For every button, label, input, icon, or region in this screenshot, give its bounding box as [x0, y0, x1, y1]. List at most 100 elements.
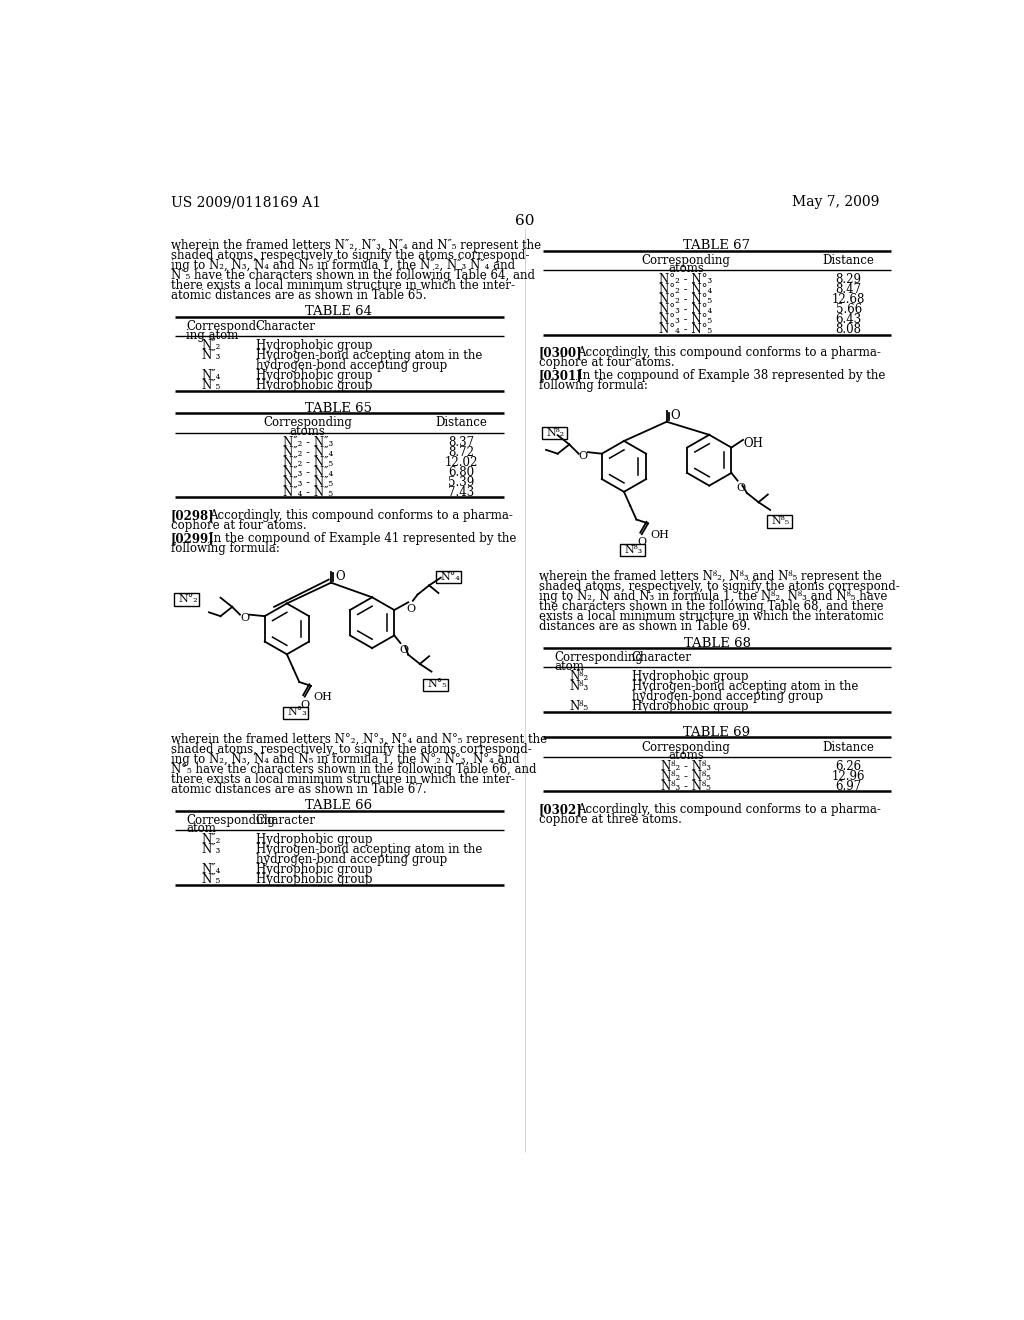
Text: TABLE 69: TABLE 69 [683, 726, 751, 739]
Text: Hydrophobic group: Hydrophobic group [256, 873, 373, 886]
Text: Hydrophobic group: Hydrophobic group [256, 379, 373, 392]
Text: TABLE 65: TABLE 65 [305, 401, 373, 414]
Text: following formula:: following formula: [171, 543, 280, 554]
Text: there exists a local minimum structure in which the inter-: there exists a local minimum structure i… [171, 280, 515, 292]
FancyBboxPatch shape [174, 594, 199, 606]
Text: Nᴽ₅: Nᴽ₅ [772, 516, 790, 527]
Text: N″₃: N″₃ [202, 843, 221, 855]
Text: 8.47: 8.47 [836, 284, 862, 296]
Text: O: O [637, 537, 646, 548]
Text: Nᴽ₂ - Nᴽ₅: Nᴽ₂ - Nᴽ₅ [662, 770, 711, 783]
Text: Corresponding: Corresponding [263, 416, 352, 429]
Text: 8.37: 8.37 [449, 436, 474, 449]
Text: hydrogen-bond accepting group: hydrogen-bond accepting group [256, 853, 447, 866]
Text: atoms: atoms [668, 263, 703, 276]
Text: TABLE 66: TABLE 66 [305, 799, 373, 812]
Text: cophore at three atoms.: cophore at three atoms. [539, 813, 682, 826]
Text: Nᴽ₃: Nᴽ₃ [569, 681, 589, 693]
Text: Hydrogen-bond accepting atom in the: Hydrogen-bond accepting atom in the [632, 681, 858, 693]
Text: 6.43: 6.43 [836, 313, 862, 326]
FancyBboxPatch shape [767, 515, 792, 528]
Text: In the compound of Example 38 represented by the: In the compound of Example 38 represente… [578, 370, 885, 383]
Text: Nᴽ₅: Nᴽ₅ [569, 701, 589, 714]
Text: ing to N₂, N₃, N₄ and N₅ in formula 1, the N°₂ N°₃, N°₄ and: ing to N₂, N₃, N₄ and N₅ in formula 1, t… [171, 752, 519, 766]
Text: [0298]: [0298] [171, 508, 214, 521]
Text: N°₃: N°₃ [288, 708, 307, 717]
FancyBboxPatch shape [423, 678, 447, 690]
Text: O: O [399, 644, 408, 655]
Text: Character: Character [256, 321, 315, 333]
Text: N°₃ - N°₅: N°₃ - N°₅ [659, 313, 713, 326]
FancyBboxPatch shape [283, 706, 308, 719]
Text: OH: OH [743, 437, 764, 450]
Text: wherein the framed letters N°₂, N°₃, N°₄ and N°₅ represent the: wherein the framed letters N°₂, N°₃, N°₄… [171, 733, 547, 746]
Text: O: O [736, 483, 745, 492]
Text: 6.97: 6.97 [836, 780, 862, 793]
Text: Nᴽ₃ - Nᴽ₅: Nᴽ₃ - Nᴽ₅ [662, 780, 711, 793]
Text: cophore at four atoms.: cophore at four atoms. [539, 356, 675, 370]
Text: atom: atom [554, 660, 584, 673]
Text: N″₃ - N″₅: N″₃ - N″₅ [283, 475, 333, 488]
Text: Nᴽ₂: Nᴽ₂ [569, 671, 589, 684]
Text: wherein the framed letters N″₂, N″₃, N″₄ and N″₅ represent the: wherein the framed letters N″₂, N″₃, N″₄… [171, 239, 541, 252]
Text: N″₂: N″₂ [202, 833, 221, 846]
FancyBboxPatch shape [436, 570, 461, 583]
Text: the characters shown in the following Table 68, and there: the characters shown in the following Ta… [539, 601, 884, 614]
Text: O: O [240, 612, 249, 623]
Text: N″₅ have the characters shown in the following Table 64, and: N″₅ have the characters shown in the fol… [171, 269, 535, 282]
Text: N″₄: N″₄ [202, 863, 221, 876]
Text: Accordingly, this compound conforms to a pharma-: Accordingly, this compound conforms to a… [578, 803, 882, 816]
Text: 12.96: 12.96 [831, 770, 865, 783]
Text: TABLE 68: TABLE 68 [683, 636, 751, 649]
Text: Corresponding: Corresponding [642, 253, 730, 267]
Text: Character: Character [632, 651, 692, 664]
Text: 60: 60 [515, 214, 535, 228]
Text: N°₅: N°₅ [428, 680, 447, 689]
Text: Hydrophobic group: Hydrophobic group [256, 370, 373, 383]
Text: N″₄: N″₄ [202, 370, 221, 383]
Text: wherein the framed letters Nᴽ₂, Nᴽ₃ and Nᴽ₅ represent the: wherein the framed letters Nᴽ₂, Nᴽ₃ and … [539, 570, 882, 583]
Text: cophore at four atoms.: cophore at four atoms. [171, 519, 306, 532]
Text: Distance: Distance [823, 741, 874, 754]
Text: Accordingly, this compound conforms to a pharma-: Accordingly, this compound conforms to a… [578, 346, 882, 359]
Text: Corresponding: Corresponding [642, 741, 730, 754]
Text: shaded atoms, respectively to signify the atoms correspond-: shaded atoms, respectively to signify th… [171, 249, 529, 263]
Text: N″₅: N″₅ [202, 873, 221, 886]
Text: Corresponding: Corresponding [186, 813, 275, 826]
Text: N″₂ - N″₅: N″₂ - N″₅ [283, 455, 333, 469]
Text: 6.26: 6.26 [836, 760, 862, 772]
Text: atomic distances are as shown in Table 65.: atomic distances are as shown in Table 6… [171, 289, 426, 302]
Text: Distance: Distance [435, 416, 487, 429]
Text: distances are as shown in Table 69.: distances are as shown in Table 69. [539, 620, 751, 634]
FancyBboxPatch shape [621, 544, 645, 557]
Text: atomic distances are as shown in Table 67.: atomic distances are as shown in Table 6… [171, 783, 426, 796]
Text: Hydrophobic group: Hydrophobic group [632, 701, 749, 714]
Text: Hydrogen-bond accepting atom in the: Hydrogen-bond accepting atom in the [256, 350, 482, 363]
Text: Nᴽ₃: Nᴽ₃ [625, 545, 643, 554]
Text: Hydrophobic group: Hydrophobic group [256, 863, 373, 876]
Text: hydrogen-bond accepting group: hydrogen-bond accepting group [256, 359, 447, 372]
Text: ing atom: ing atom [186, 329, 239, 342]
Text: Correspond-: Correspond- [186, 321, 260, 333]
Text: Hydrophobic group: Hydrophobic group [256, 833, 373, 846]
Text: N°₄: N°₄ [440, 572, 461, 582]
Text: TABLE 64: TABLE 64 [305, 305, 373, 318]
Text: N″₂ - N″₄: N″₂ - N″₄ [283, 446, 333, 458]
Text: hydrogen-bond accepting group: hydrogen-bond accepting group [632, 690, 823, 704]
Text: 8.29: 8.29 [836, 273, 862, 286]
Text: there exists a local minimum structure in which the inter-: there exists a local minimum structure i… [171, 774, 515, 785]
Text: Hydrophobic group: Hydrophobic group [632, 671, 749, 684]
Text: N″₂: N″₂ [202, 339, 221, 352]
Text: following formula:: following formula: [539, 379, 647, 392]
Text: 5.39: 5.39 [449, 475, 474, 488]
Text: 12.68: 12.68 [833, 293, 865, 306]
Text: Nᴽ₂: Nᴽ₂ [547, 428, 564, 438]
Text: May 7, 2009: May 7, 2009 [792, 195, 879, 210]
Text: O: O [407, 603, 416, 614]
Text: [0302]: [0302] [539, 803, 583, 816]
Text: 8.08: 8.08 [836, 323, 862, 337]
Text: Accordingly, this compound conforms to a pharma-: Accordingly, this compound conforms to a… [209, 508, 513, 521]
Text: Hydrophobic group: Hydrophobic group [256, 339, 373, 352]
Text: [0301]: [0301] [539, 370, 583, 383]
Text: Corresponding: Corresponding [554, 651, 643, 664]
